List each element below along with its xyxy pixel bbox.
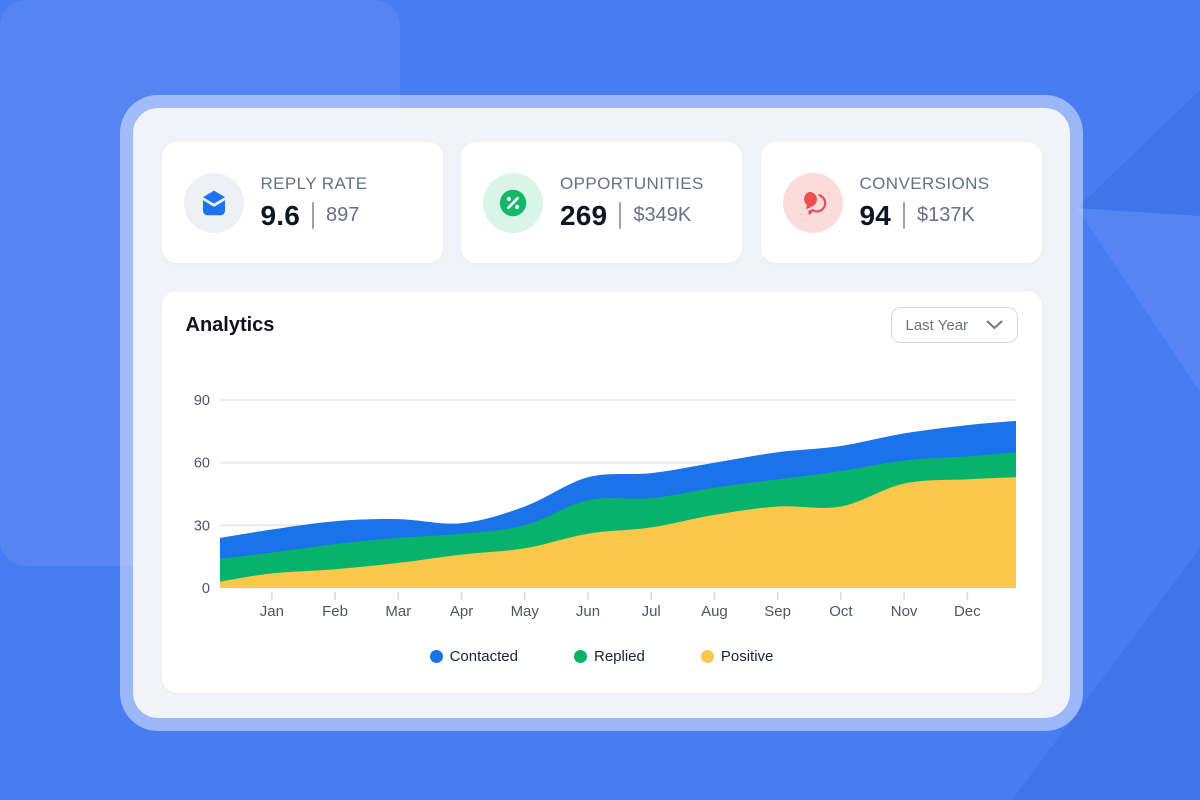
svg-text:Jul: Jul <box>641 603 660 620</box>
svg-text:30: 30 <box>193 518 209 534</box>
stat-card-reply-rate: REPLY RATE 9.6 897 <box>161 142 443 263</box>
stats-row: REPLY RATE 9.6 897 OPPORTUNITIES <box>161 142 1042 263</box>
percent-icon <box>483 172 543 233</box>
svg-text:Mar: Mar <box>385 603 411 620</box>
legend-item-replied: Replied <box>573 648 645 665</box>
time-range-dropdown[interactable]: Last Year <box>890 307 1018 343</box>
legend-label: Replied <box>593 648 645 665</box>
analytics-card: Analytics Last Year 0 30 60 90 Jan Feb Mar Apr M… <box>161 291 1042 693</box>
legend-label: Positive <box>720 648 774 665</box>
envelope-icon <box>183 172 244 233</box>
dashboard-panel: REPLY RATE 9.6 897 OPPORTUNITIES <box>120 95 1083 731</box>
legend-item-positive: Positive <box>700 648 774 665</box>
stat-divider <box>619 202 622 229</box>
stat-card-opportunities: OPPORTUNITIES 269 $349K <box>461 142 742 263</box>
stat-label: REPLY RATE <box>260 173 368 193</box>
stat-label: CONVERSIONS <box>859 173 990 193</box>
stat-divider <box>903 202 906 229</box>
stat-label: OPPORTUNITIES <box>560 173 704 193</box>
svg-text:Aug: Aug <box>701 603 728 620</box>
svg-text:May: May <box>510 603 539 620</box>
stat-value: 9.6 <box>260 199 301 231</box>
legend-dot <box>700 650 714 663</box>
svg-text:Oct: Oct <box>829 603 853 620</box>
svg-text:Apr: Apr <box>449 603 472 620</box>
stat-secondary: $349K <box>633 204 692 226</box>
svg-text:Jun: Jun <box>575 603 599 620</box>
legend-item-contacted: Contacted <box>429 648 518 665</box>
svg-text:Feb: Feb <box>322 603 348 620</box>
svg-text:Nov: Nov <box>890 603 917 620</box>
time-range-value: Last Year <box>905 316 969 334</box>
stat-divider <box>312 202 315 229</box>
legend-dot <box>429 650 443 663</box>
svg-text:0: 0 <box>201 581 209 597</box>
legend-dot <box>573 650 587 663</box>
svg-text:Sep: Sep <box>764 603 791 620</box>
stat-secondary: $137K <box>917 204 975 226</box>
stat-value: 94 <box>859 199 892 231</box>
area-chart: 0 30 60 90 Jan Feb Mar Apr May Jun Jul Aug Sep Oct Nov… <box>193 393 1016 620</box>
chart-legend: Contacted Replied Positive <box>162 648 1042 665</box>
svg-text:Jan: Jan <box>259 603 283 620</box>
analytics-title: Analytics <box>185 313 275 336</box>
stat-secondary: 897 <box>326 204 360 226</box>
chevron-down-icon <box>986 320 1002 329</box>
stat-card-conversions: CONVERSIONS 94 $137K <box>760 142 1042 263</box>
legend-label: Contacted <box>449 648 518 665</box>
svg-text:Dec: Dec <box>953 603 980 620</box>
stat-value: 269 <box>560 199 608 231</box>
svg-text:90: 90 <box>193 393 209 409</box>
svg-text:60: 60 <box>193 456 209 472</box>
chat-bubbles-icon <box>782 172 843 233</box>
analytics-header: Analytics Last Year <box>162 307 1042 343</box>
